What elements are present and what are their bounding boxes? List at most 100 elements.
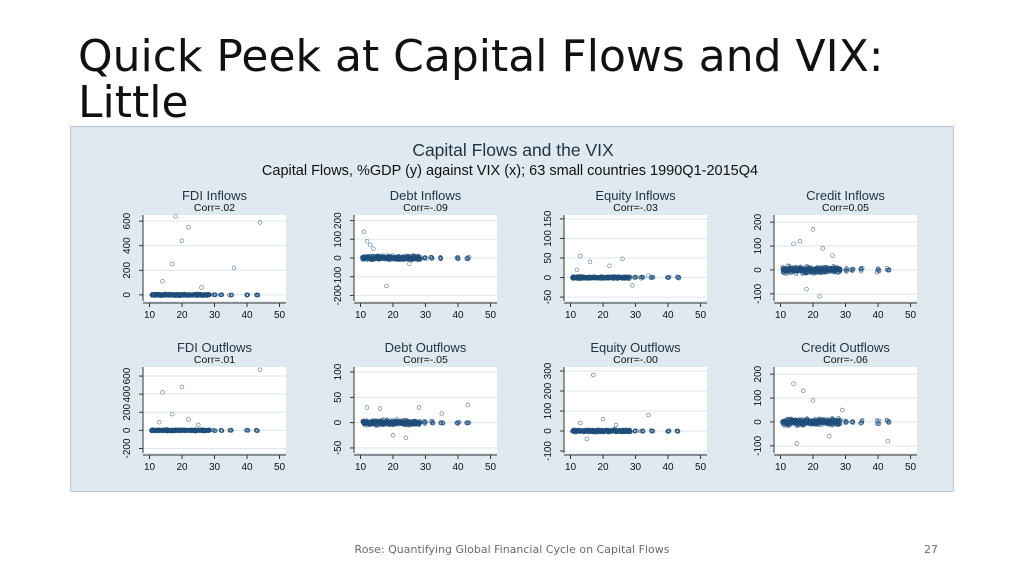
data-point bbox=[211, 428, 216, 433]
data-point bbox=[578, 420, 583, 426]
y-tick-label: -100 bbox=[753, 283, 764, 303]
plot-area bbox=[564, 367, 707, 453]
x-tick-label: 20 bbox=[387, 462, 399, 473]
data-point bbox=[253, 292, 259, 298]
slide-title: Quick Peek at Capital Flows and VIX: Lit… bbox=[78, 31, 884, 128]
data-point bbox=[186, 417, 191, 422]
data-point bbox=[630, 283, 635, 288]
data-point bbox=[416, 420, 421, 425]
data-point bbox=[810, 227, 816, 232]
panel-title: Credit Outflows bbox=[801, 340, 890, 355]
data-point bbox=[850, 419, 855, 424]
data-point bbox=[626, 275, 631, 280]
data-point bbox=[840, 407, 845, 413]
figure-subtitle: Capital Flows, %GDP (y) against VIX (x);… bbox=[262, 163, 758, 179]
y-tick-label: 0 bbox=[543, 274, 554, 280]
y-tick-label: -50 bbox=[543, 289, 554, 304]
data-point bbox=[638, 429, 644, 434]
panel-corr: Corr=.01 bbox=[194, 354, 235, 366]
data-point bbox=[439, 411, 445, 416]
data-point bbox=[632, 429, 637, 434]
y-tick-label: 200 bbox=[543, 382, 554, 399]
y-tick-label: 0 bbox=[333, 419, 344, 425]
data-point bbox=[422, 256, 427, 261]
data-point bbox=[574, 267, 580, 272]
panel-corr: Corr=-.06 bbox=[823, 354, 868, 366]
plot-area bbox=[774, 215, 917, 301]
data-point bbox=[584, 436, 590, 442]
data-point bbox=[801, 388, 806, 394]
y-tick-label: 400 bbox=[122, 385, 133, 402]
data-point bbox=[791, 241, 796, 246]
panel-title: Debt Outflows bbox=[385, 340, 467, 355]
y-tick-label: 100 bbox=[753, 237, 764, 254]
data-point bbox=[204, 292, 210, 298]
data-point bbox=[257, 367, 263, 372]
data-point bbox=[634, 428, 639, 434]
data-point bbox=[666, 428, 671, 433]
y-tick-label: 150 bbox=[543, 210, 554, 227]
scatter-figure: Capital Flows and the VIX Capital Flows,… bbox=[122, 140, 917, 473]
x-tick-label: 30 bbox=[840, 310, 852, 321]
x-tick-label: 50 bbox=[695, 310, 707, 321]
data-point bbox=[256, 293, 261, 298]
data-point bbox=[170, 411, 175, 417]
x-tick-label: 40 bbox=[241, 310, 253, 321]
y-tick-label: 50 bbox=[543, 252, 554, 264]
y-tick-label: 200 bbox=[122, 262, 133, 279]
panel-corr: Corr=-.00 bbox=[613, 354, 658, 366]
x-tick-label: 50 bbox=[274, 462, 286, 473]
x-tick-label: 30 bbox=[209, 310, 221, 321]
panel-corr: Corr=-.09 bbox=[403, 202, 448, 214]
plot-area bbox=[143, 215, 286, 301]
data-point bbox=[849, 267, 854, 272]
x-tick-label: 40 bbox=[872, 462, 884, 473]
data-point bbox=[625, 275, 630, 281]
x-tick-label: 40 bbox=[241, 462, 253, 473]
panel-title: Equity Inflows bbox=[595, 188, 676, 203]
x-tick-label: 50 bbox=[485, 310, 497, 321]
y-tick-label: 100 bbox=[333, 363, 344, 380]
data-point bbox=[676, 275, 682, 280]
data-point bbox=[810, 398, 816, 403]
data-point bbox=[886, 268, 892, 273]
data-point bbox=[424, 256, 429, 261]
x-tick-label: 20 bbox=[807, 462, 819, 473]
data-point bbox=[607, 263, 612, 269]
y-tick-label: 100 bbox=[543, 230, 554, 247]
data-point bbox=[649, 429, 654, 434]
figure-frame: Capital Flows and the VIX Capital Flows,… bbox=[70, 126, 954, 492]
x-tick-label: 20 bbox=[807, 310, 819, 321]
data-point bbox=[600, 416, 606, 422]
data-point bbox=[591, 372, 596, 378]
data-point bbox=[440, 421, 446, 426]
data-point bbox=[364, 405, 370, 410]
y-tick-label: 200 bbox=[122, 403, 133, 420]
data-point bbox=[639, 276, 644, 281]
data-point bbox=[620, 256, 625, 262]
data-point bbox=[646, 412, 651, 418]
data-point bbox=[173, 213, 178, 219]
data-point bbox=[361, 229, 367, 235]
y-tick-label: -100 bbox=[753, 435, 764, 455]
data-point bbox=[835, 419, 841, 424]
panel-title: Debt Inflows bbox=[390, 188, 462, 203]
panel-corr: Corr=-.05 bbox=[403, 354, 448, 366]
y-tick-label: -50 bbox=[333, 440, 344, 455]
data-point bbox=[791, 381, 796, 386]
data-point bbox=[632, 275, 638, 280]
data-point bbox=[638, 274, 644, 280]
footer-source: Rose: Quantifying Global Financial Cycle… bbox=[354, 543, 670, 556]
data-point bbox=[407, 261, 412, 266]
data-point bbox=[205, 428, 211, 433]
data-point bbox=[627, 428, 633, 433]
data-point bbox=[641, 429, 646, 434]
y-tick-label: 400 bbox=[122, 237, 133, 254]
y-tick-label: 50 bbox=[333, 391, 344, 403]
x-tick-label: 30 bbox=[840, 462, 852, 473]
y-tick-label: 600 bbox=[122, 212, 133, 229]
